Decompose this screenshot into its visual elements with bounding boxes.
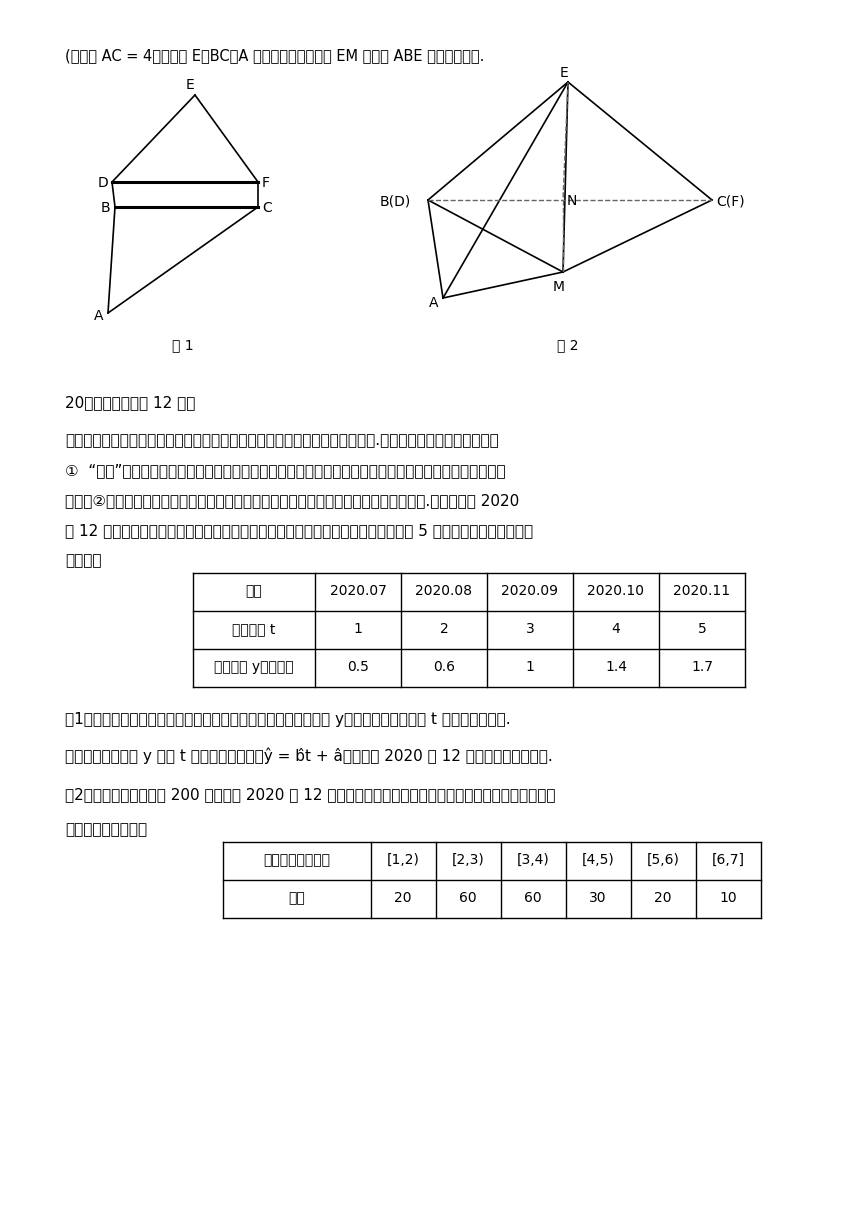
Text: 10: 10 [719,891,737,905]
Text: 60: 60 [459,891,476,905]
Text: 月份: 月份 [246,584,262,598]
Text: 1.7: 1.7 [691,660,713,674]
Text: 5: 5 [697,622,706,636]
Text: 1: 1 [353,622,362,636]
Text: B(D): B(D) [380,194,411,208]
Text: 2020.10: 2020.10 [587,584,644,598]
Text: D: D [98,176,108,190]
Text: 图 1: 图 1 [172,338,194,352]
Text: 下表）：: 下表）： [65,553,101,568]
Text: 20．（本小题满分 12 分）: 20．（本小题满分 12 分） [65,396,195,410]
Text: B: B [101,201,111,215]
Text: C: C [262,201,272,215]
Text: 0.5: 0.5 [347,660,369,674]
Text: [5,6): [5,6) [647,853,679,867]
Text: 为了缓解日益拥堕的交通状况，不少城市实施车牌竞价策略，以控制车辆数量.某地车牌竞价的基本规则是：: 为了缓解日益拥堕的交通状况，不少城市实施车牌竞价策略，以控制车辆数量.某地车牌竞… [65,433,499,448]
Text: 0.6: 0.6 [433,660,455,674]
Text: 2020.08: 2020.08 [415,584,472,598]
Text: [1,2): [1,2) [386,853,420,867]
Text: E: E [186,78,194,92]
Text: F: F [262,176,270,190]
Text: （2）某市场调研机构对 200 位拟参加 2020 年 12 月份车牌竞拍人员的报价价格进行了一个抽样调查，得到: （2）某市场调研机构对 200 位拟参加 2020 年 12 月份车牌竞拍人员的… [65,787,556,802]
Text: 报价区间（万元）: 报价区间（万元） [263,853,330,867]
Text: 如下的一份频数表：: 如下的一份频数表： [65,821,147,837]
Text: 1.4: 1.4 [605,660,627,674]
Text: 2: 2 [439,622,448,636]
Text: 2020.07: 2020.07 [329,584,386,598]
Text: C(F): C(F) [716,194,745,208]
Text: (２）若 AC = 4，二面角 E－BC－A 为直二面角，求直线 EM 与平面 ABE 所成的正弦値.: (２）若 AC = 4，二面角 E－BC－A 为直二面角，求直线 EM 与平面 … [65,47,484,63]
Text: [2,3): [2,3) [452,853,484,867]
Text: 频数: 频数 [289,891,305,905]
Text: N: N [567,194,577,208]
Text: 2020.11: 2020.11 [673,584,730,598]
Text: 月份编号 t: 月份编号 t [232,622,276,636]
Text: 请用最小二乘法求 y 关于 t 的线性回归方程：ŷ = b̂t + â，并预测 2020 年 12 月份参与竞拍的人数.: 请用最小二乘法求 y 关于 t 的线性回归方程：ŷ = b̂t + â，并预测 … [65,747,553,763]
Text: 60: 60 [525,891,542,905]
Text: ①  “盲拍”，即所有参与竞拍的人都是网络报价，每个人不知晓其他人的报价，也不知道参与当期竞拍的总: ① “盲拍”，即所有参与竞拍的人都是网络报价，每个人不知晓其他人的报价，也不知道… [65,462,506,478]
Text: 20: 20 [394,891,412,905]
Text: 人数；②竞价时间截止后，系统根据当期车牌配额，按照竞拍人的出价从高到低分配名额.某人拟参加 2020: 人数；②竞价时间截止后，系统根据当期车牌配额，按照竞拍人的出价从高到低分配名额.… [65,493,519,507]
Text: 30: 30 [589,891,607,905]
Text: 20: 20 [654,891,672,905]
Text: 1: 1 [525,660,534,674]
Text: 4: 4 [611,622,620,636]
Text: M: M [553,280,565,295]
Text: E: E [560,66,568,80]
Text: A: A [94,309,103,323]
Text: [3,4): [3,4) [517,853,550,867]
Text: [4,5): [4,5) [581,853,614,867]
Text: 图 2: 图 2 [557,338,579,352]
Text: 3: 3 [525,622,534,636]
Text: [6,7]: [6,7] [711,853,745,867]
Text: （1）由收集数据的散点图发现，可用线性回归模型拟合竞拍人数 y（万人）与月份编号 t 之间的相关关系.: （1）由收集数据的散点图发现，可用线性回归模型拟合竞拍人数 y（万人）与月份编号… [65,712,511,727]
Text: A: A [429,296,439,310]
Text: 年 12 月份的车牌竞拍，他为了预测最低成交价，根据竞拍网站的公告，统计了最近 5 个月参与竞拍的人数（见: 年 12 月份的车牌竞拍，他为了预测最低成交价，根据竞拍网站的公告，统计了最近 … [65,523,533,538]
Text: 竞拍人数 y（万人）: 竞拍人数 y（万人） [214,660,294,674]
Text: 2020.09: 2020.09 [501,584,558,598]
